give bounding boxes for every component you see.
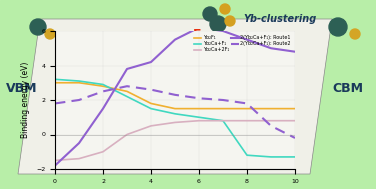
- Text: -control: -control: [196, 32, 282, 50]
- Yb₂Ca+2F₁: [197, 120, 201, 122]
- 2(Yb₂Ca+F₁): Route1: (7, 6): Route1: (7, 6): [221, 30, 225, 32]
- Yb₂Ca+2F₁: [173, 121, 177, 124]
- 2(Yb₂Ca+F₁): Route1: (5, 5.5): Route1: (5, 5.5): [173, 39, 177, 41]
- 2(Yb₂Ca+F₁): Route2: (8, 1.8): Route2: (8, 1.8): [245, 102, 249, 105]
- Circle shape: [225, 16, 235, 26]
- Yb₂Ca+2F₁: [149, 125, 153, 127]
- Text: F: F: [193, 28, 202, 41]
- Polygon shape: [18, 19, 332, 174]
- Circle shape: [30, 19, 46, 35]
- Yb₂Ca+2F₁: [293, 120, 297, 122]
- Yb₂Ca+F₁: [197, 116, 201, 118]
- Yb₂F₁: [101, 85, 105, 87]
- Legend: Yb₂F₁, Yb₂Ca+F₁, Yb₂Ca+2F₁, 2(Yb₂Ca+F₁): Route1, 2(Yb₂Ca+F₁): Route2: Yb₂F₁, Yb₂Ca+F₁, Yb₂Ca+2F₁, 2(Yb₂Ca+F₁):…: [192, 33, 293, 54]
- Yb₂Ca+2F₁: [221, 120, 225, 122]
- 2(Yb₂Ca+F₁): Route1: (6, 6.2): Route1: (6, 6.2): [197, 26, 201, 29]
- Yb₂F₁: [149, 102, 153, 105]
- Yb₂F₁: [221, 108, 225, 110]
- 2(Yb₂Ca+F₁): Route1: (10, 4.8): Route1: (10, 4.8): [293, 51, 297, 53]
- 2(Yb₂Ca+F₁): Route1: (1, -0.5): Route1: (1, -0.5): [77, 142, 81, 144]
- 2(Yb₂Ca+F₁): Route2: (4, 2.6): Route2: (4, 2.6): [149, 88, 153, 91]
- Yb₂Ca+F₁: [245, 154, 249, 156]
- Yb₂Ca+2F₁: [53, 159, 57, 162]
- Text: VBM: VBM: [6, 83, 38, 95]
- Yb₂Ca+F₁: [125, 95, 129, 98]
- Line: Yb₂Ca+2F₁: Yb₂Ca+2F₁: [55, 121, 295, 160]
- Line: Yb₂F₁: Yb₂F₁: [55, 83, 295, 109]
- Circle shape: [203, 7, 217, 21]
- Yb₂Ca+F₁: [77, 80, 81, 82]
- Yb₂Ca+2F₁: [77, 157, 81, 160]
- Circle shape: [350, 29, 360, 39]
- Circle shape: [220, 4, 230, 14]
- Text: CBM: CBM: [332, 83, 364, 95]
- 2(Yb₂Ca+F₁): Route1: (3, 3.8): Route1: (3, 3.8): [125, 68, 129, 70]
- Yb₂F₁: [173, 108, 177, 110]
- 2(Yb₂Ca+F₁): Route1: (4, 4.2): Route1: (4, 4.2): [149, 61, 153, 63]
- Yb₂F₁: [77, 82, 81, 84]
- Text: Yb-clustering: Yb-clustering: [243, 14, 317, 24]
- Yb₂F₁: [245, 108, 249, 110]
- Y-axis label: Binding energy (eV): Binding energy (eV): [21, 62, 30, 138]
- 2(Yb₂Ca+F₁): Route1: (9, 5): Route1: (9, 5): [269, 47, 273, 49]
- Yb₂Ca+F₁: [269, 156, 273, 158]
- 2(Yb₂Ca+F₁): Route1: (8, 5.5): Route1: (8, 5.5): [245, 39, 249, 41]
- Yb₂Ca+F₁: [293, 156, 297, 158]
- Line: Yb₂Ca+F₁: Yb₂Ca+F₁: [55, 79, 295, 157]
- 2(Yb₂Ca+F₁): Route2: (0, 1.8): Route2: (0, 1.8): [53, 102, 57, 105]
- Yb₂Ca+2F₁: [125, 133, 129, 136]
- Yb₂F₁: [125, 90, 129, 92]
- Yb₂Ca+F₁: [221, 120, 225, 122]
- Yb₂Ca+F₁: [101, 83, 105, 86]
- Yb₂F₁: [53, 82, 57, 84]
- Line: 2(Yb₂Ca+F₁): Route2: 2(Yb₂Ca+F₁): Route2: [55, 86, 295, 138]
- Yb₂Ca+2F₁: [101, 151, 105, 153]
- 2(Yb₂Ca+F₁): Route1: (0, -1.8): Route1: (0, -1.8): [53, 164, 57, 167]
- 2(Yb₂Ca+F₁): Route2: (3, 2.8): Route2: (3, 2.8): [125, 85, 129, 87]
- 2(Yb₂Ca+F₁): Route2: (2, 2.5): Route2: (2, 2.5): [101, 90, 105, 92]
- Yb₂Ca+F₁: [149, 108, 153, 110]
- Circle shape: [329, 18, 347, 36]
- Yb₂F₁: [197, 108, 201, 110]
- 2(Yb₂Ca+F₁): Route2: (10, -0.2): Route2: (10, -0.2): [293, 137, 297, 139]
- Yb₂F₁: [293, 108, 297, 110]
- Circle shape: [210, 16, 226, 32]
- 2(Yb₂Ca+F₁): Route2: (9, 0.5): Route2: (9, 0.5): [269, 125, 273, 127]
- 2(Yb₂Ca+F₁): Route2: (1, 2): Route2: (1, 2): [77, 99, 81, 101]
- 2(Yb₂Ca+F₁): Route2: (5, 2.3): Route2: (5, 2.3): [173, 94, 177, 96]
- Text: E: E: [174, 32, 188, 50]
- 2(Yb₂Ca+F₁): Route2: (6, 2.1): Route2: (6, 2.1): [197, 97, 201, 99]
- 2(Yb₂Ca+F₁): Route1: (2, 1.5): Route1: (2, 1.5): [101, 108, 105, 110]
- Yb₂Ca+F₁: [173, 113, 177, 115]
- Yb₂F₁: [269, 108, 273, 110]
- Circle shape: [45, 29, 55, 39]
- Yb₂Ca+2F₁: [269, 120, 273, 122]
- Yb₂Ca+F₁: [53, 78, 57, 81]
- 2(Yb₂Ca+F₁): Route2: (7, 2): Route2: (7, 2): [221, 99, 225, 101]
- Line: 2(Yb₂Ca+F₁): Route1: 2(Yb₂Ca+F₁): Route1: [55, 28, 295, 166]
- Yb₂Ca+2F₁: [245, 120, 249, 122]
